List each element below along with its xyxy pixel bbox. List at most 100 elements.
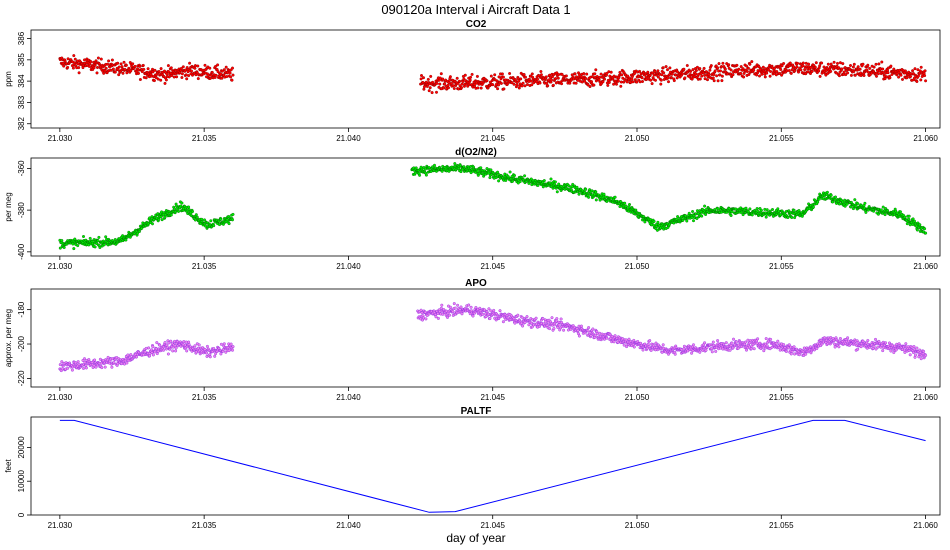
co2-point <box>547 78 551 82</box>
apo-point <box>469 305 473 309</box>
apo-point <box>129 353 133 357</box>
co2-point <box>157 70 161 74</box>
apo-point <box>156 349 160 353</box>
x-tick-label-do2n2: 21.035 <box>192 262 217 271</box>
do2n2-point <box>414 166 418 170</box>
apo-point <box>171 349 175 353</box>
co2-point <box>63 59 67 63</box>
do2n2-point <box>575 185 579 189</box>
co2-point <box>880 60 884 64</box>
co2-point <box>912 72 916 76</box>
paltf-series-line <box>59 419 926 513</box>
do2n2-point <box>923 227 927 231</box>
co2-point <box>780 64 784 68</box>
apo-point <box>874 337 878 341</box>
apo-point <box>66 366 70 370</box>
co2-point <box>151 70 155 74</box>
x-tick-label-do2n2: 21.030 <box>48 262 73 271</box>
co2-point <box>582 72 586 76</box>
co2-point <box>809 71 813 75</box>
co2-point <box>789 71 793 75</box>
apo-point <box>520 315 524 319</box>
co2-point <box>120 65 124 69</box>
co2-point <box>524 75 528 79</box>
co2-point <box>650 82 654 86</box>
x-ticks-do2n2: 21.030 21.035 21.040 21.045 21.050 21.055 21.0… <box>48 256 938 271</box>
do2n2-point <box>58 246 62 250</box>
do2n2-point <box>628 202 632 206</box>
co2-point <box>529 79 533 83</box>
apo-point <box>904 342 908 346</box>
co2-point <box>877 62 881 66</box>
do2n2-point <box>609 196 613 200</box>
co2-point <box>767 68 771 72</box>
do2n2-point <box>231 212 235 216</box>
apo-point <box>58 363 62 367</box>
x-ticks-apo: 21.030 21.035 21.040 21.045 21.050 21.055 21.0… <box>48 387 938 402</box>
co2-point <box>818 74 822 78</box>
co2-point <box>919 65 923 69</box>
co2-point <box>763 75 767 79</box>
co2-point <box>735 63 739 67</box>
apo-point <box>84 363 88 367</box>
co2-point <box>715 74 719 78</box>
co2-point <box>122 60 126 64</box>
apo-point <box>914 353 918 357</box>
do2n2-point <box>856 202 860 206</box>
apo-point <box>682 347 686 351</box>
apo-point <box>541 317 545 321</box>
y-tick-label-apo: -200 <box>17 335 26 352</box>
co2-point <box>427 89 431 93</box>
co2-point <box>515 83 519 87</box>
co2-point <box>737 67 741 71</box>
co2-point <box>189 69 193 73</box>
plot-frame-co2 <box>30 29 941 129</box>
co2-point <box>231 73 235 77</box>
apo-point <box>205 344 209 348</box>
do2n2-point <box>918 223 922 227</box>
do2n2-point <box>485 167 489 171</box>
apo-point <box>903 350 907 354</box>
co2-point <box>463 73 467 77</box>
co2-point <box>601 80 605 84</box>
apo-point <box>577 334 581 338</box>
co2-point <box>640 76 644 80</box>
apo-point <box>110 365 114 369</box>
co2-point <box>599 72 603 76</box>
co2-point <box>817 69 821 73</box>
co2-point <box>923 74 927 78</box>
co2-point <box>136 71 140 75</box>
co2-point <box>512 82 516 86</box>
co2-point <box>530 72 534 76</box>
apo-point <box>895 342 899 346</box>
do2n2-point <box>98 245 102 249</box>
do2n2-point <box>187 205 191 209</box>
apo-point <box>187 343 191 347</box>
co2-point <box>748 62 752 66</box>
co2-point <box>666 76 670 80</box>
do2n2-points <box>58 162 928 251</box>
co2-point <box>430 91 434 95</box>
co2-point <box>875 74 879 78</box>
co2-point <box>705 70 709 74</box>
co2-point <box>672 79 676 83</box>
y-tick-label-apo: -180 <box>17 301 26 318</box>
co2-point <box>712 79 716 83</box>
apo-point <box>749 347 753 351</box>
co2-point <box>500 72 504 76</box>
do2n2-point <box>508 170 512 174</box>
apo-point <box>566 328 570 332</box>
x-tick-label-apo: 21.050 <box>625 393 650 402</box>
do2n2-point <box>504 178 508 182</box>
co2-point <box>593 72 597 76</box>
co2-point <box>631 80 635 84</box>
co2-point <box>144 76 148 80</box>
apo-point <box>690 351 694 355</box>
apo-point <box>787 343 791 347</box>
co2-point <box>497 83 501 87</box>
co2-point <box>443 82 447 86</box>
co2-point <box>77 66 81 70</box>
do2n2-point <box>475 169 479 173</box>
co2-point <box>551 83 555 87</box>
co2-point <box>638 69 642 73</box>
